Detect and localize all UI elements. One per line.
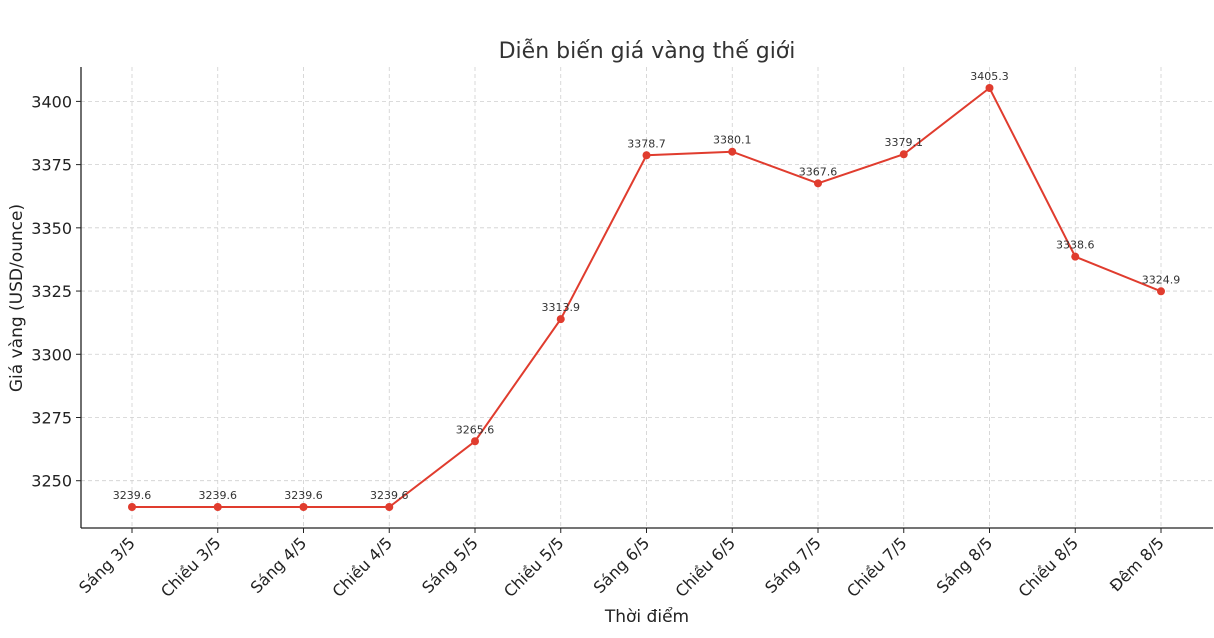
- x-tick-label: Sáng 4/5: [247, 533, 311, 597]
- x-tick-label: Chiều 7/5: [843, 533, 911, 601]
- y-axis-label: Giá vàng (USD/ounce): [7, 204, 27, 392]
- data-label: 3239.6: [284, 489, 323, 502]
- data-label: 3239.6: [370, 489, 409, 502]
- data-point: [899, 150, 908, 159]
- x-tick-label: Chiều 4/5: [328, 533, 396, 601]
- y-tick-label: 3375: [31, 156, 72, 175]
- y-tick-label: 3275: [31, 408, 72, 427]
- y-axis-ticks: 3250 3275 3300 3325 3350 3375 3400: [31, 92, 81, 491]
- y-tick-label: 3350: [31, 219, 72, 238]
- data-label: 3378.7: [627, 137, 666, 150]
- x-axis-label: Thời điểm: [604, 606, 689, 627]
- data-point: [985, 83, 994, 92]
- data-label: 3239.6: [113, 489, 152, 502]
- data-label: 3239.6: [199, 489, 238, 502]
- data-point: [814, 179, 822, 188]
- data-point: [128, 503, 136, 512]
- data-point: [213, 503, 222, 512]
- chart-title: Diễn biến giá vàng thế giới: [499, 38, 796, 64]
- x-axis-ticks: Sáng 3/5 Chiều 3/5 Sáng 4/5 Chiều 4/5 Sáng 5…: [75, 528, 1168, 601]
- data-point: [299, 503, 308, 512]
- x-tick-label: Chiều 5/5: [500, 533, 568, 601]
- x-tick-label: Đêm 8/5: [1106, 533, 1168, 595]
- x-tick-label: Sáng 7/5: [761, 533, 825, 597]
- data-point: [1071, 252, 1080, 261]
- data-points: [128, 83, 1165, 512]
- series-line: [132, 86, 1162, 509]
- data-label: 3324.9: [1142, 273, 1181, 286]
- data-point: [556, 315, 565, 324]
- data-label: 3380.1: [713, 134, 752, 147]
- x-tick-label: Sáng 6/5: [590, 533, 654, 597]
- data-point: [385, 503, 394, 512]
- x-tick-label: Chiều 3/5: [157, 533, 225, 601]
- data-point: [471, 437, 479, 446]
- data-label: 3265.6: [456, 423, 495, 436]
- data-point: [1157, 287, 1165, 296]
- data-point: [728, 147, 737, 156]
- data-label: 3313.9: [542, 301, 581, 314]
- data-point: [642, 151, 651, 160]
- data-label: 3367.6: [799, 165, 838, 178]
- y-tick-label: 3300: [31, 345, 72, 364]
- data-labels: 3239.6 3239.6 3239.6 3239.6 3265.6 3313.9 3378…: [113, 70, 1181, 502]
- data-label: 3405.3: [970, 70, 1009, 83]
- y-tick-label: 3325: [31, 282, 72, 301]
- x-tick-label: Sáng 5/5: [418, 533, 482, 597]
- x-tick-label: Sáng 3/5: [75, 533, 139, 597]
- x-tick-label: Chiều 8/5: [1014, 533, 1082, 601]
- x-tick-label: Chiều 6/5: [671, 533, 739, 601]
- y-tick-label: 3400: [31, 92, 72, 111]
- x-tick-label: Sáng 8/5: [933, 533, 997, 597]
- y-tick-label: 3250: [31, 472, 72, 491]
- data-label: 3379.1: [885, 136, 924, 149]
- grid-lines: [81, 67, 1213, 528]
- data-label: 3338.6: [1056, 239, 1095, 252]
